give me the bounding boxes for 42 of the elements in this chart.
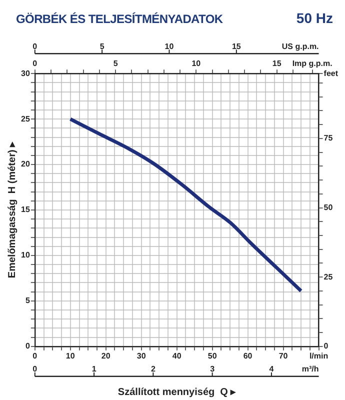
y-tick-label: 25 bbox=[20, 114, 30, 124]
x2-tick-label: 10 bbox=[192, 59, 202, 68]
x-tick-label: 30 bbox=[136, 351, 146, 360]
y2-tick-label: 50 bbox=[324, 202, 334, 212]
x2-tick-label: Imp g.p.m. bbox=[292, 59, 332, 68]
y-tick-label: 30 bbox=[20, 68, 30, 78]
line-series bbox=[68, 117, 303, 293]
text: 0 bbox=[32, 42, 38, 51]
x2-tick-label: 0 bbox=[32, 59, 38, 68]
x-tick-label: 10 bbox=[66, 351, 76, 360]
y-tick-label: 10 bbox=[20, 250, 30, 260]
y-tick-label: 5 bbox=[25, 296, 30, 306]
text: 4 bbox=[269, 364, 274, 374]
text: 3 bbox=[210, 364, 216, 374]
x2-tick-label: 5 bbox=[113, 59, 118, 68]
chart-subtitle: 50 Hz bbox=[296, 10, 333, 26]
x2-tick-label: 15 bbox=[272, 59, 282, 68]
x-tick-label: 20 bbox=[101, 351, 111, 360]
x-tick-label: l/min bbox=[309, 351, 328, 360]
y-axis-title: Emelőmagasság H (méter) ▸ bbox=[6, 140, 18, 278]
y2-tick-label: 75 bbox=[324, 134, 334, 143]
y2-tick-label: feet bbox=[324, 68, 338, 78]
y-tick-label: 20 bbox=[20, 160, 30, 169]
chart-title: GÖRBÉK ÉS TELJESÍTMÉNYADATOK bbox=[16, 12, 223, 26]
y2-tick-label: 25 bbox=[324, 272, 334, 282]
y2-tick-label: 0 bbox=[324, 342, 329, 351]
x-tick-label: 0 bbox=[32, 351, 38, 360]
x-axis-title: Szállított mennyiség Q ▸ bbox=[118, 387, 237, 398]
text: m³/h bbox=[302, 364, 319, 374]
y-tick-label: 0 bbox=[25, 342, 30, 351]
text: 1 bbox=[92, 364, 97, 374]
text: 5 bbox=[100, 42, 105, 51]
text: 10 bbox=[164, 42, 174, 51]
x-tick-label: 70 bbox=[278, 351, 288, 360]
text: US g.p.m. bbox=[282, 42, 319, 51]
text: 0 bbox=[32, 364, 38, 374]
x-tick-label: 40 bbox=[172, 351, 182, 360]
text: 2 bbox=[150, 364, 156, 374]
y-tick-label: 15 bbox=[20, 205, 30, 214]
text: 15 bbox=[232, 42, 242, 51]
x-tick-label: 50 bbox=[208, 351, 218, 360]
x-tick-label: 60 bbox=[243, 351, 253, 360]
